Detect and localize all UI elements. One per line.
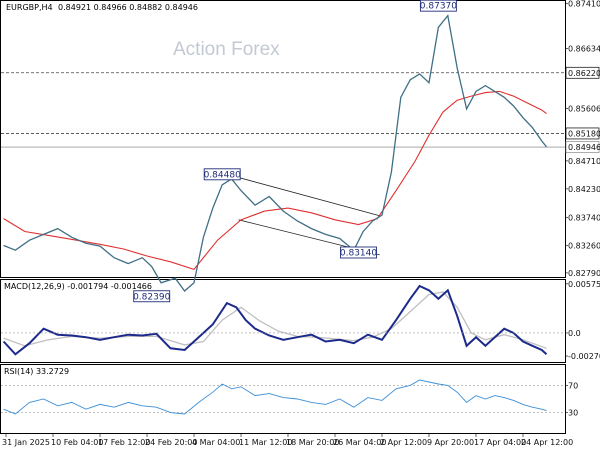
time-tick-label-0: 31 Jan 2025 [2, 438, 50, 447]
price-callouts: 0.87370 0.84480 0.83140 0.82390 [133, 0, 457, 302]
macd-label: MACD(12,26,9) -0.001794 -0.001466 [4, 282, 152, 291]
price-tick-label-0: 0.87410 [568, 0, 600, 8]
rsi-line [3, 379, 547, 415]
symbol-label: EURGBP,H4 [6, 3, 53, 12]
callout-box-0 [419, 0, 457, 12]
price-tick-label-1: 0.86634 [568, 45, 600, 54]
rsi-panel-frame [0, 364, 566, 434]
time-tick-label-2: 17 Feb 12:00 [98, 438, 150, 447]
time-tick-label-3: 24 Feb 20:00 [145, 438, 197, 447]
price-tag-4 [565, 127, 600, 140]
price-panel-frame [0, 0, 566, 278]
price-tick-label-7: 0.84230 [568, 185, 600, 194]
macd-axis: 0.00575 0.0 -0.002702 [565, 280, 600, 361]
time-tick-label-9: 9 Apr 20:00 [427, 438, 474, 447]
time-tick-label-1: 10 Feb 04:00 [51, 438, 103, 447]
rsi-axis: 70 30 [565, 381, 578, 418]
callout-label-2: 0.83140 [340, 248, 377, 258]
watermark: Action Forex [173, 39, 280, 60]
price-tick-label-4: 0.85180 [568, 129, 600, 138]
callout-box-1 [203, 168, 241, 181]
macd-tick-label-1: 0.0 [568, 329, 581, 338]
price-tag-2 [565, 66, 600, 79]
price-tick-label-9: 0.83260 [568, 241, 600, 250]
price-tick-label-6: 0.84710 [568, 157, 600, 166]
price-tick-label-5: 0.84946 [568, 143, 600, 152]
price-tick-label-10: 0.82790 [568, 269, 600, 278]
channel-upper-line [226, 173, 380, 217]
time-tick-label-11: 24 Apr 12:00 [521, 438, 573, 447]
time-tick-label-5: 11 Mar 12:00 [239, 438, 292, 447]
callout-label-3: 0.82390 [133, 292, 170, 302]
price-tag-5 [565, 141, 600, 153]
macd-line [2, 284, 548, 356]
macd-panel-frame [0, 279, 566, 363]
macd-tick-label-2: -0.002702 [568, 352, 600, 361]
time-tick-label-8: 2 Apr 12:00 [380, 438, 427, 447]
rsi-tick-label-0: 70 [568, 381, 578, 390]
price-tick-label-3: 0.85606 [568, 105, 600, 114]
price-tick-label-2: 0.86220 [568, 69, 600, 78]
time-tick-label-7: 26 Mar 04:00 [333, 438, 386, 447]
callout-box-3 [133, 290, 171, 303]
time-tick-label-6: 18 Mar 20:00 [286, 438, 339, 447]
ohlc-label: 0.84921 0.84966 0.84882 0.84946 [58, 3, 198, 12]
callout-label-0: 0.87370 [420, 2, 457, 12]
time-tick-label-4: 4 Mar 04:00 [192, 438, 240, 447]
time-tick-label-10: 17 Apr 04:00 [474, 438, 526, 447]
rsi-tick-label-1: 30 [568, 409, 578, 418]
price-axis: 0.87410 0.86634 0.86220 0.85606 0.85180 0.849… [565, 0, 600, 278]
moving-average-line [3, 90, 547, 271]
price-tick-label-8: 0.83740 [568, 213, 600, 222]
price-series-line [3, 14, 548, 292]
macd-tick-label-0: 0.00575 [568, 280, 600, 289]
rsi-label: RSI(14) 33.2729 [4, 367, 69, 376]
callout-label-1: 0.84480 [204, 170, 241, 180]
callout-box-2 [340, 246, 377, 259]
